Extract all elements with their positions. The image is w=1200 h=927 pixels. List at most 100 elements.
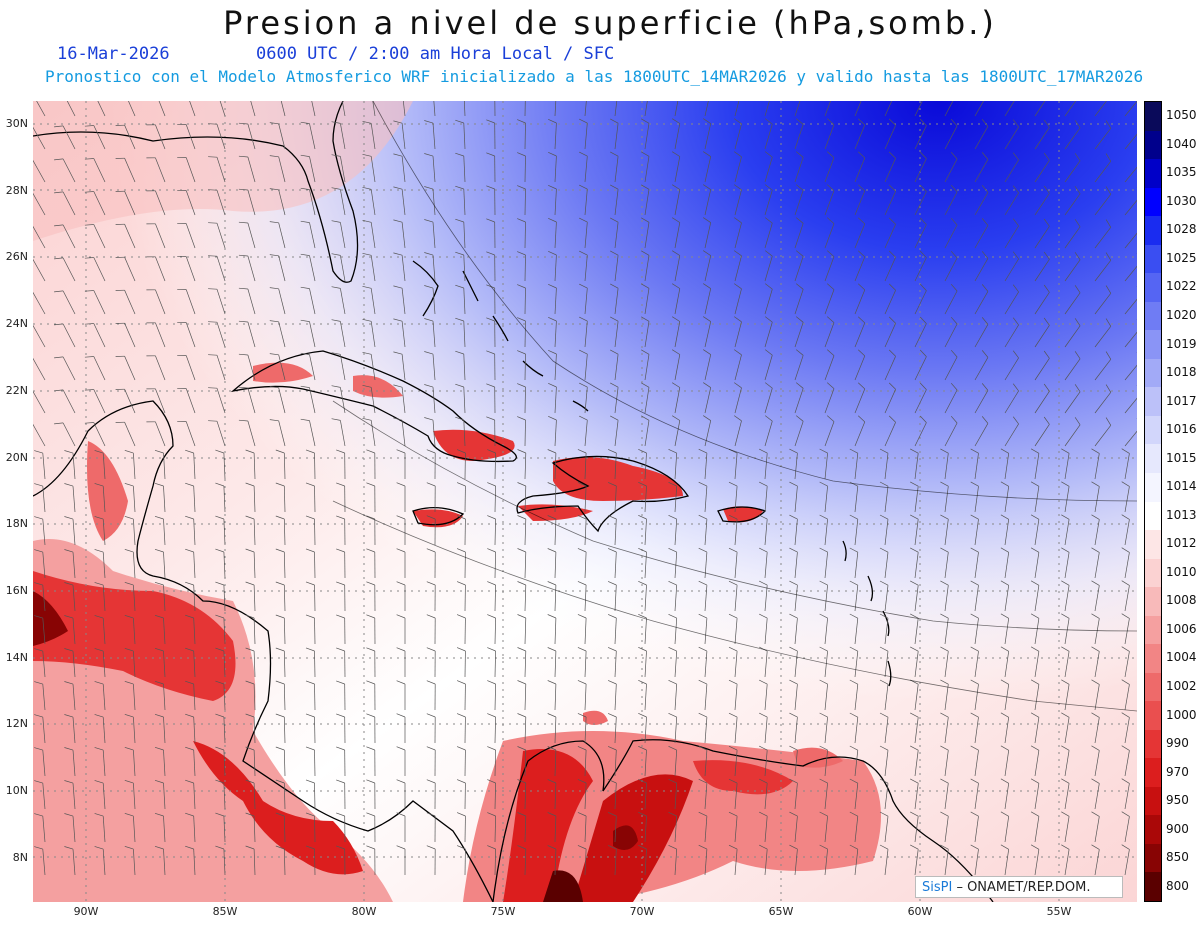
wind-barb-flag bbox=[238, 122, 248, 125]
wind-barb bbox=[1034, 585, 1040, 612]
wind-barb-flag bbox=[610, 283, 619, 289]
wind-barb-flag bbox=[607, 779, 617, 784]
wind-barb bbox=[42, 618, 46, 645]
wind-barb bbox=[1124, 519, 1130, 546]
wind-barb bbox=[1124, 486, 1130, 513]
wind-barb bbox=[463, 320, 466, 348]
wind-barb bbox=[884, 356, 896, 381]
wind-barb-flag bbox=[698, 613, 708, 619]
wind-barb-flag bbox=[336, 746, 345, 751]
wind-barb bbox=[163, 716, 166, 744]
wind-barb bbox=[944, 101, 954, 117]
wind-barb bbox=[644, 617, 647, 645]
wind-barb bbox=[253, 749, 256, 777]
wind-barb bbox=[155, 157, 166, 183]
wind-barb bbox=[223, 749, 226, 777]
wind-barb-flag bbox=[547, 647, 557, 652]
wind-barb bbox=[704, 453, 708, 480]
wind-barb-flag bbox=[728, 481, 738, 487]
wind-barb bbox=[155, 421, 166, 447]
wind-barb bbox=[704, 651, 708, 678]
wind-barb-flag bbox=[487, 713, 496, 718]
wind-barb-flag bbox=[547, 581, 557, 586]
wind-barb bbox=[42, 783, 46, 810]
wind-barb bbox=[824, 486, 828, 513]
wind-barb bbox=[884, 486, 889, 513]
wind-barb bbox=[764, 355, 773, 381]
wind-barb-flag bbox=[456, 713, 466, 718]
wind-barb bbox=[734, 849, 738, 876]
wind-barb-flag bbox=[940, 613, 949, 619]
wind-barb-flag bbox=[1091, 448, 1100, 454]
wind-barb-flag bbox=[579, 316, 588, 322]
wind-barb bbox=[524, 386, 526, 414]
wind-barb-flag bbox=[819, 547, 828, 553]
wind-barb bbox=[1124, 397, 1137, 414]
wind-barb bbox=[704, 618, 708, 645]
wind-barb bbox=[278, 387, 286, 414]
wind-barb-flag bbox=[185, 581, 194, 586]
wind-barb bbox=[93, 422, 106, 447]
wind-barb bbox=[163, 617, 166, 645]
wind-barb bbox=[432, 222, 436, 249]
wind-barb-flag bbox=[34, 714, 43, 718]
wind-barb bbox=[524, 815, 527, 843]
wind-barb-flag bbox=[1121, 712, 1130, 718]
wind-barb bbox=[914, 783, 919, 810]
wind-barb-flag bbox=[789, 646, 798, 652]
wind-barb-flag bbox=[396, 680, 406, 685]
wind-barb-flag bbox=[331, 418, 341, 421]
wind-barb bbox=[734, 321, 742, 348]
wind-barb bbox=[193, 848, 196, 876]
wind-barb-flag bbox=[517, 581, 526, 586]
wind-barb-flag bbox=[336, 680, 345, 685]
wind-barb-flag bbox=[759, 448, 768, 454]
wind-barb bbox=[314, 683, 316, 711]
lat-label: 10N bbox=[5, 784, 28, 797]
wind-barb bbox=[614, 189, 619, 216]
wind-barb-flag bbox=[396, 581, 406, 586]
wind-barb-flag bbox=[517, 152, 526, 157]
wind-barb-flag bbox=[456, 812, 466, 817]
wind-barb-flag bbox=[919, 184, 927, 192]
wind-barb bbox=[283, 617, 286, 645]
wind-barb-flag bbox=[547, 515, 557, 520]
wind-barb-flag bbox=[1074, 384, 1081, 392]
wind-barb-flag bbox=[300, 385, 310, 388]
wind-barb bbox=[93, 290, 106, 315]
wind-barb bbox=[253, 848, 256, 876]
wind-barb bbox=[704, 717, 708, 744]
wind-barb-flag bbox=[910, 547, 919, 553]
wind-barb-flag bbox=[698, 712, 708, 718]
wind-barb bbox=[185, 124, 196, 150]
wind-barb bbox=[524, 221, 526, 249]
wind-barb-flag bbox=[795, 250, 804, 257]
wind-barb-flag bbox=[94, 450, 104, 454]
wind-barb-flag bbox=[424, 417, 434, 421]
model-info: Pronostico con el Modelo Atmosferico WRF… bbox=[45, 67, 1144, 86]
wind-barb-flag bbox=[1074, 252, 1081, 260]
wind-barb bbox=[734, 486, 738, 513]
wind-barb-flag bbox=[94, 747, 104, 751]
wind-barb-flag bbox=[215, 548, 225, 553]
wind-barb bbox=[463, 188, 466, 216]
wind-barb bbox=[644, 123, 650, 150]
wind-barb bbox=[309, 321, 316, 348]
colorbar-label: 1016 bbox=[1166, 422, 1197, 437]
wind-barb bbox=[944, 849, 949, 876]
wind-barb bbox=[124, 125, 136, 150]
wind-barb-flag bbox=[185, 746, 194, 751]
wind-barb-flag bbox=[733, 382, 742, 389]
wind-barb bbox=[1094, 293, 1112, 315]
wind-barb-flag bbox=[269, 287, 279, 290]
wind-barb bbox=[62, 257, 76, 282]
wind-barb-flag bbox=[336, 581, 345, 586]
wind-barb bbox=[584, 420, 588, 447]
wind-barb-flag bbox=[275, 713, 285, 718]
wind-barb bbox=[1094, 194, 1112, 216]
wind-barb bbox=[884, 552, 889, 579]
wind-barb bbox=[314, 848, 316, 876]
wind-barb bbox=[1094, 392, 1112, 414]
wind-barb-flag bbox=[305, 845, 315, 850]
wind-barb-flag bbox=[269, 419, 279, 422]
